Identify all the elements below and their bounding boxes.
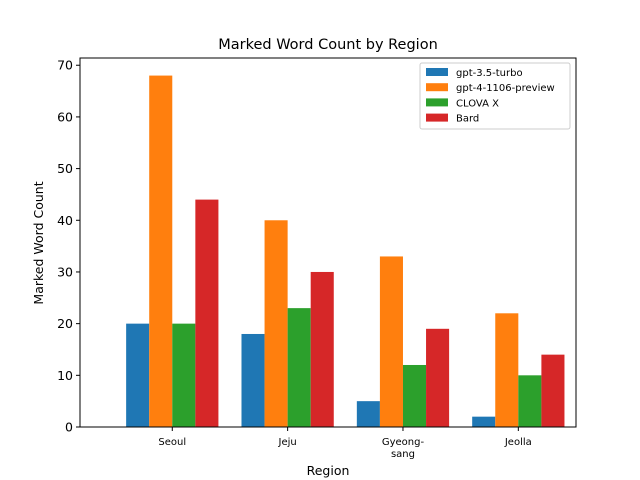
bar bbox=[426, 328, 450, 427]
bar bbox=[149, 75, 173, 428]
bar bbox=[402, 364, 427, 427]
bar bbox=[264, 220, 288, 427]
bar bbox=[126, 323, 150, 427]
bar bbox=[356, 401, 380, 427]
y-tick-label: 30 bbox=[57, 264, 73, 279]
bars-layer bbox=[126, 75, 565, 428]
y-tick-label: 20 bbox=[57, 316, 73, 331]
legend: gpt-3.5-turbo gpt-4-1106-preview CLOVA X Ba… bbox=[419, 62, 571, 130]
x-axis-label: Region bbox=[307, 463, 350, 478]
legend-label: Bard bbox=[456, 114, 479, 125]
axes-layer: 0 10 20 30 40 50 60 70 Seoul Jeju Gyeong-sang Jeoll… bbox=[57, 57, 577, 460]
legend-label: gpt-3.5-turbo bbox=[456, 68, 523, 79]
legend-box bbox=[419, 62, 571, 130]
legend-swatch bbox=[426, 113, 448, 122]
y-axis-label: Marked Word Count bbox=[31, 181, 46, 304]
bar bbox=[310, 271, 334, 427]
y-tick-label: 50 bbox=[57, 161, 73, 176]
x-tick-label: Jeolla bbox=[504, 437, 532, 448]
legend-swatch bbox=[426, 83, 448, 92]
bar bbox=[379, 256, 403, 427]
bar bbox=[495, 313, 519, 427]
bar bbox=[172, 323, 196, 427]
bar bbox=[518, 375, 542, 427]
x-tick-label: Gyeong-sang bbox=[382, 437, 425, 460]
bar bbox=[287, 308, 311, 427]
bar bbox=[472, 416, 496, 427]
bar bbox=[541, 354, 565, 427]
y-tick-label: 60 bbox=[57, 109, 73, 124]
legend-swatch bbox=[426, 98, 448, 107]
chart-title: Marked Word Count by Region bbox=[218, 37, 438, 53]
y-tick-label: 10 bbox=[57, 368, 73, 383]
legend-swatch bbox=[426, 68, 448, 76]
plot-frame bbox=[79, 57, 577, 428]
legend-label: CLOVA X bbox=[456, 98, 499, 109]
x-tick-label: Seoul bbox=[158, 437, 186, 448]
legend-label: gpt-4-1106-preview bbox=[456, 83, 555, 94]
y-tick-label: 0 bbox=[65, 420, 73, 435]
x-tick-label: Jeju bbox=[278, 437, 297, 448]
bar bbox=[195, 199, 219, 427]
y-tick-label: 70 bbox=[57, 58, 73, 73]
y-tick-label: 40 bbox=[57, 213, 73, 228]
bar bbox=[241, 333, 265, 427]
